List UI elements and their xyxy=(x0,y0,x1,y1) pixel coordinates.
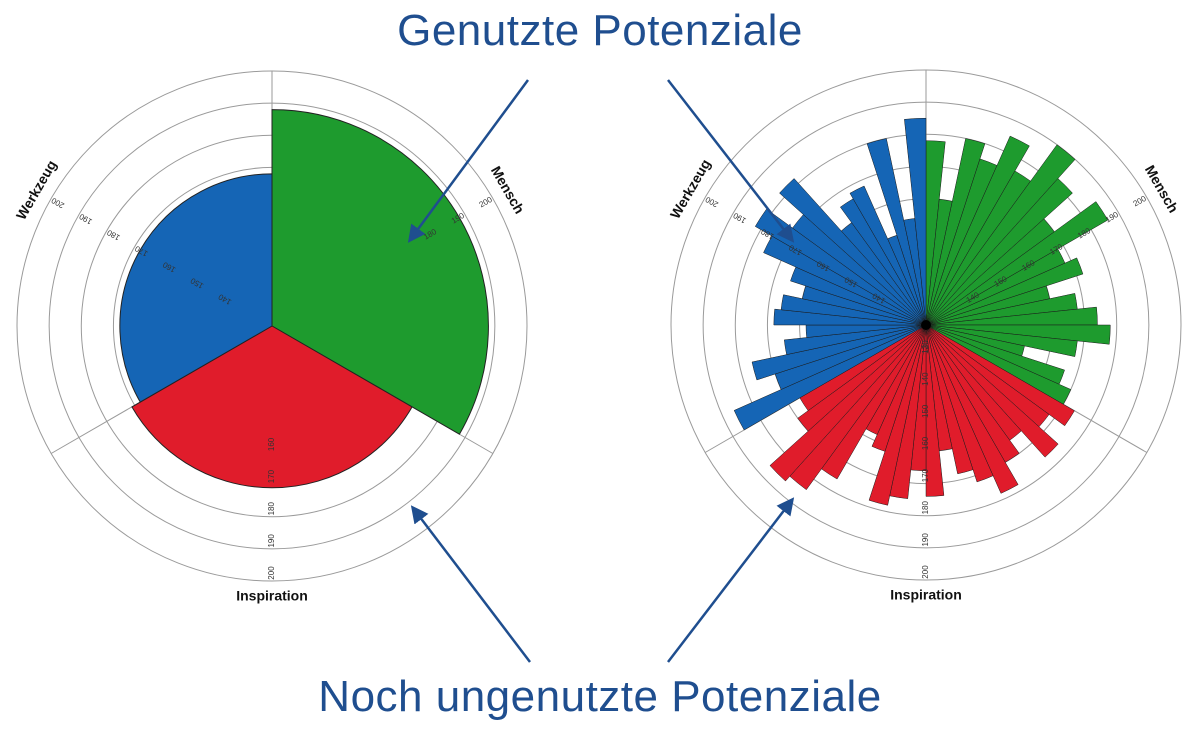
tick-label: 180 xyxy=(921,500,930,514)
bar-inspiration xyxy=(925,324,994,483)
chart-aggregated: 1801902001401501601701801902001601701801… xyxy=(13,70,528,604)
tick-label: 160 xyxy=(921,436,930,450)
center-dot xyxy=(921,320,931,330)
tick-label: 200 xyxy=(267,566,276,580)
bar-werkzeug xyxy=(779,178,927,326)
bar-inspiration xyxy=(868,324,927,506)
sector-mensch xyxy=(271,109,489,435)
bar-werkzeug xyxy=(904,117,927,326)
tick-label: 160 xyxy=(267,437,276,451)
tick-label: 150 xyxy=(921,404,930,418)
tick-label: 140 xyxy=(921,372,930,386)
arrow xyxy=(667,79,795,243)
bar-inspiration xyxy=(925,324,1059,458)
bar-mensch xyxy=(925,178,1073,326)
axis-label: Werkzeug xyxy=(13,157,60,222)
bar-werkzeug xyxy=(849,185,927,326)
bar-mensch xyxy=(925,144,1076,326)
bar-mensch xyxy=(925,257,1084,326)
arrows xyxy=(407,79,795,663)
bar-inspiration xyxy=(925,324,1019,494)
bar-inspiration xyxy=(925,324,945,497)
bar-inspiration xyxy=(925,324,974,475)
bar-werkzeug xyxy=(733,324,927,431)
arrow xyxy=(410,505,531,663)
tick-label: 190 xyxy=(921,533,930,547)
bar-werkzeug xyxy=(751,324,927,381)
axis-label: Inspiration xyxy=(890,587,962,603)
tick-label: 170 xyxy=(267,469,276,483)
tick-label: 180 xyxy=(267,501,276,515)
arrow xyxy=(407,79,530,243)
title-unused-potential: Noch ungenutzte Potenziale xyxy=(318,672,882,721)
tick-label: 200 xyxy=(921,565,930,579)
title-used-potential: Genutzte Potenziale xyxy=(397,6,803,55)
bar-mensch xyxy=(925,135,1030,326)
sector-werkzeug xyxy=(119,173,273,403)
arrow xyxy=(667,497,795,663)
tick-label: 130 xyxy=(921,340,930,354)
axis-label: Mensch xyxy=(488,163,528,216)
chart-detailed: 1401501601701801902001401501601701801902… xyxy=(667,69,1182,603)
bar-mensch xyxy=(925,138,986,326)
axis-label: Mensch xyxy=(1142,162,1182,215)
bar-inspiration xyxy=(871,324,927,452)
bar-werkzeug xyxy=(784,324,927,355)
bar-mensch xyxy=(925,201,1109,326)
bar-werkzeug xyxy=(866,138,927,326)
bar-inspiration xyxy=(797,324,927,432)
axis-label: Werkzeug xyxy=(667,156,714,221)
axis-label: Inspiration xyxy=(236,588,308,604)
bar-inspiration xyxy=(769,324,927,482)
tick-label: 190 xyxy=(267,534,276,548)
tick-label: 170 xyxy=(921,468,930,482)
bar-inspiration xyxy=(925,324,1075,427)
tick-label: 120 xyxy=(921,340,930,354)
